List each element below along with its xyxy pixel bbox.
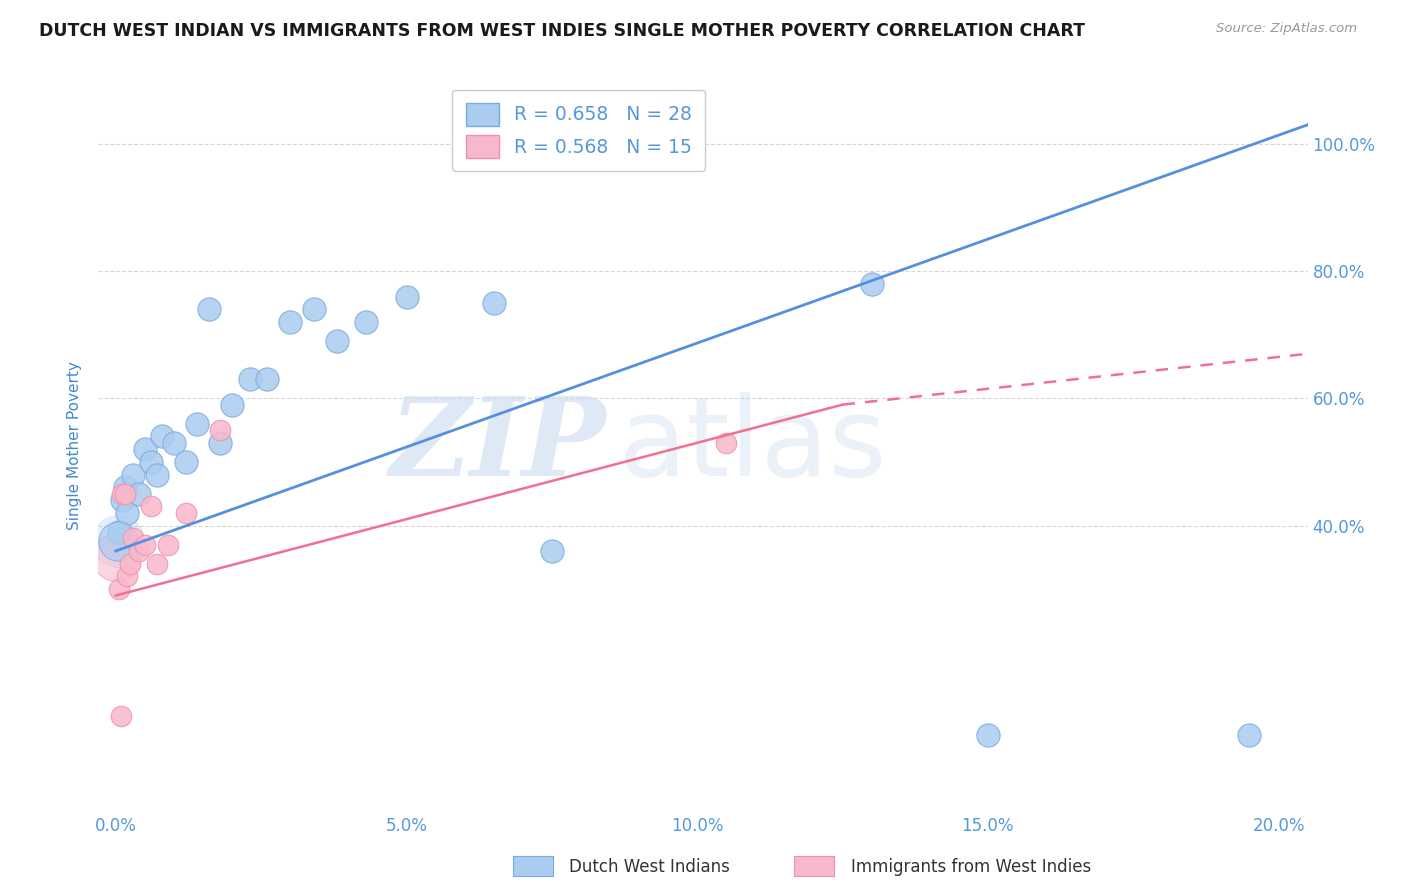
- Point: [117, 506, 139, 520]
- Text: DUTCH WEST INDIAN VS IMMIGRANTS FROM WEST INDIES SINGLE MOTHER POVERTY CORRELATI: DUTCH WEST INDIAN VS IMMIGRANTS FROM WES…: [39, 22, 1085, 40]
- Point: [107, 534, 129, 549]
- Text: atlas: atlas: [619, 392, 887, 500]
- Point: [139, 455, 162, 469]
- Point: [128, 486, 150, 500]
- Point: [221, 398, 243, 412]
- Point: [111, 493, 134, 508]
- Point: [174, 455, 197, 469]
- Point: [145, 557, 167, 571]
- Point: [239, 372, 262, 386]
- Point: [114, 480, 136, 494]
- Point: [354, 315, 377, 329]
- Text: Dutch West Indians: Dutch West Indians: [569, 858, 730, 876]
- Point: [186, 417, 208, 431]
- Point: [120, 557, 142, 571]
- Text: Source: ZipAtlas.com: Source: ZipAtlas.com: [1216, 22, 1357, 36]
- Point: [107, 582, 129, 596]
- Point: [209, 423, 232, 437]
- Point: [256, 372, 278, 386]
- Text: ZIP: ZIP: [389, 392, 606, 500]
- Point: [105, 550, 128, 565]
- Point: [145, 467, 167, 482]
- Point: [540, 544, 562, 558]
- Point: [1239, 728, 1261, 742]
- Point: [107, 524, 129, 539]
- Point: [134, 538, 156, 552]
- Legend: R = 0.658   N = 28, R = 0.568   N = 15: R = 0.658 N = 28, R = 0.568 N = 15: [453, 90, 706, 171]
- Point: [209, 435, 232, 450]
- Point: [977, 728, 1000, 742]
- Point: [163, 435, 186, 450]
- Point: [122, 531, 145, 545]
- Point: [302, 302, 325, 317]
- Point: [134, 442, 156, 457]
- Text: Immigrants from West Indies: Immigrants from West Indies: [851, 858, 1091, 876]
- Point: [128, 544, 150, 558]
- Point: [716, 435, 738, 450]
- Point: [860, 277, 883, 291]
- Point: [157, 538, 180, 552]
- Point: [482, 296, 505, 310]
- Point: [150, 429, 173, 443]
- Point: [278, 315, 301, 329]
- Point: [198, 302, 221, 317]
- Point: [114, 486, 136, 500]
- Point: [326, 334, 349, 348]
- Point: [174, 506, 197, 520]
- Point: [111, 486, 134, 500]
- Point: [117, 569, 139, 583]
- Point: [122, 467, 145, 482]
- Point: [139, 500, 162, 514]
- Point: [110, 709, 132, 723]
- Point: [107, 534, 129, 549]
- Y-axis label: Single Mother Poverty: Single Mother Poverty: [67, 361, 83, 531]
- Point: [395, 289, 418, 303]
